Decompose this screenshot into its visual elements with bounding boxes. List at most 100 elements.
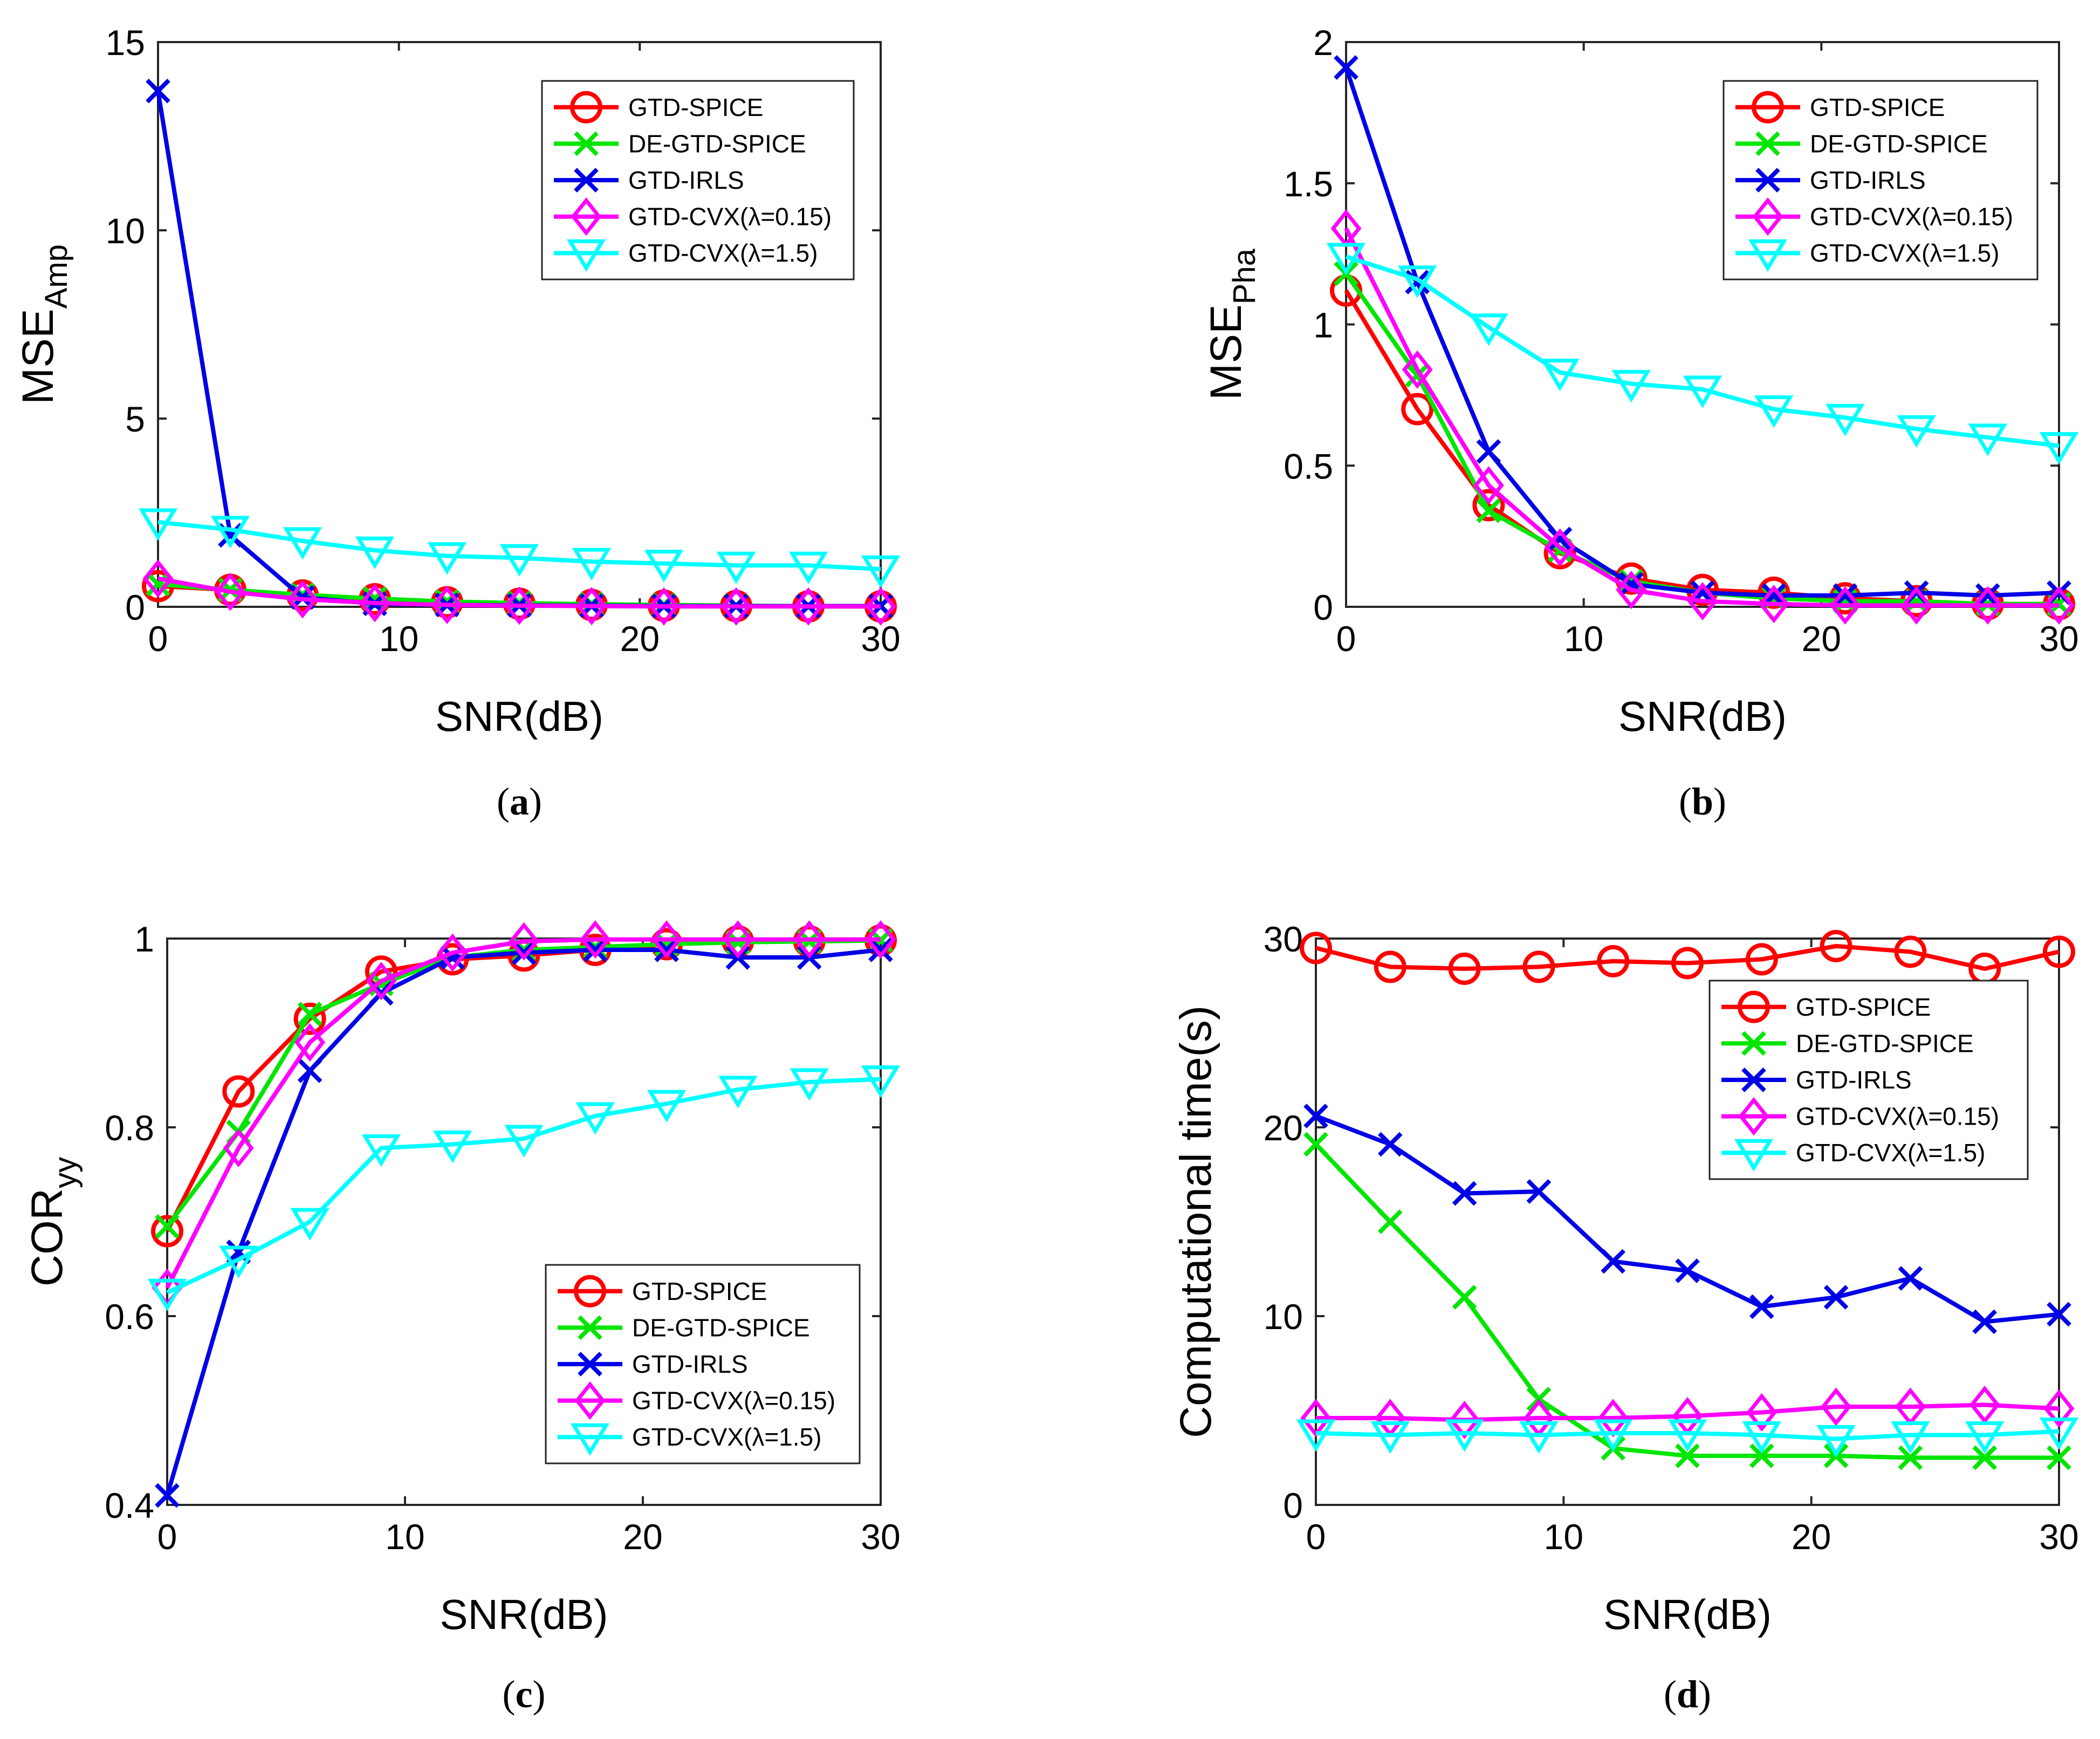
panel-a-legend-entry-de-gtd-spice-marker: [574, 131, 599, 156]
panel-d-series-gtd-irls-point-marker: [1749, 1294, 1774, 1319]
panel-c-series-gtd-cvx-0-15-point-marker: [437, 933, 468, 972]
panel-b-series-gtd-irls-point-marker: [1975, 583, 2000, 608]
panel-d-series-gtd-spice-point-marker: [1448, 953, 1481, 985]
panel-c-y-tick-label: 1: [134, 919, 154, 959]
panel-d-series-gtd-cvx-1-5-point-marker: [1296, 1419, 1336, 1452]
panel-c-series-gtd-cvx-0-15-point-marker: [580, 920, 611, 959]
panel-b-caption-letter: b: [1692, 780, 1713, 823]
panel-c-y-tick-label: 0.4: [105, 1485, 154, 1525]
panel-b-x-tick-label: 20: [1802, 619, 1841, 659]
panel-c-legend-entry-gtd-spice-marker: [574, 1275, 606, 1307]
panel-d-series-gtd-cvx-1-5-point-marker: [1594, 1419, 1633, 1452]
panel-b-series-gtd-spice-point-marker: [1615, 562, 1648, 595]
panel-b-legend-entry-gtd-cvx-0-15-marker: [1752, 197, 1783, 236]
panel-d-series-gtd-cvx-1-5-point-marker: [1965, 1421, 2005, 1454]
panel-d-legend-entry-gtd-irls-marker: [1741, 1067, 1766, 1092]
panel-c-series-gtd-irls-point-marker: [654, 937, 679, 962]
panel-d-x-tick-label: 30: [2039, 1517, 2078, 1557]
panel-c-series-gtd-cvx-0-15-point-marker: [509, 922, 539, 961]
panel-b-legend-entry-gtd-spice: GTD-SPICE: [1735, 91, 1945, 124]
panel-d-series-gtd-cvx-0-15-point-marker: [2043, 1389, 2075, 1428]
panel-c-legend-entry-gtd-cvx-0-15: GTD-CVX(λ=0.15): [558, 1381, 835, 1420]
panel-c-caption-open: (: [503, 1673, 516, 1716]
panel-d-series-gtd-cvx-1-5-point-marker: [1742, 1421, 1781, 1454]
panel-b-series-gtd-irls-point-marker: [1833, 583, 1858, 608]
panel-d-legend-entry-gtd-spice-label: GTD-SPICE: [1796, 993, 1931, 1021]
panel-a-series-gtd-cvx-1-5-point-marker: [861, 555, 901, 588]
panel-b-series-gtd-cvx-0-15-point-marker: [1687, 581, 1718, 621]
panel-a-series-gtd-cvx-1-5-line: [157, 519, 881, 572]
panel-c-x-tick-label: 30: [861, 1517, 900, 1557]
panel-d-legend-entry-gtd-spice: GTD-SPICE: [1721, 990, 1931, 1023]
panel-a-legend-entry-gtd-cvx-0-15-label: GTD-CVX(λ=0.15): [628, 203, 832, 231]
panel-b-caption-close: ): [1713, 780, 1726, 823]
panel-a-legend-entry-gtd-cvx-1-5-label: GTD-CVX(λ=1.5): [628, 239, 818, 267]
panel-c-series-gtd-cvx-1-5-point-marker: [504, 1125, 544, 1158]
panel-a-series-gtd-cvx-0-15-point-marker: [865, 587, 896, 626]
panel-a-legend-entry-de-gtd-spice: DE-GTD-SPICE: [554, 129, 806, 158]
panel-d-series-gtd-irls-point-marker: [1972, 1309, 1998, 1334]
panel-c-series-gtd-spice-point-marker: [151, 1215, 183, 1248]
panel-b-series-gtd-cvx-0-15-point-marker: [1901, 586, 1932, 625]
panel-a-series-gtd-cvx-1-5: [138, 508, 901, 588]
panel-c-legend-entry-gtd-cvx-1-5: GTD-CVX(λ=1.5): [558, 1423, 821, 1456]
panel-d-series-gtd-spice-point-marker: [2043, 935, 2075, 968]
panel-d-x-tick-label: 10: [1544, 1517, 1583, 1557]
panel-b-series-gtd-spice-point-marker: [1401, 393, 1434, 426]
panel-d-legend: GTD-SPICE DE-GTD-SPICE GTD-IRLS GTD-CVX(λ=0…: [1708, 980, 2029, 1180]
panel-a-series-gtd-cvx-1-5-point-marker: [138, 508, 178, 541]
panel-d-series-gtd-cvx-1-5-point-marker: [1370, 1421, 1410, 1454]
panel-c-legend-entry-gtd-cvx-1-5-label: GTD-CVX(λ=1.5): [632, 1423, 821, 1451]
panel-c-legend-entry-gtd-irls-marker: [578, 1352, 602, 1377]
panel-b-legend-entry-gtd-irls: GTD-IRLS: [1735, 166, 1926, 194]
panel-b-series-gtd-cvx-1-5-point-marker: [1611, 369, 1651, 403]
panel-b-series-gtd-spice-point-marker: [1829, 582, 1862, 615]
panel-c-legend-entry-gtd-cvx-0-15-label: GTD-CVX(λ=0.15): [632, 1387, 835, 1415]
panel-d-legend-entry-gtd-cvx-1-5-marker: [1734, 1139, 1774, 1172]
panel-a-y-axis-label: MSEAmp: [13, 244, 74, 405]
panel-b: 0 10 20 30 0 0.5 1 1.5 2 SNR(dB) MSEPha GTD-SPICE DE…: [1202, 23, 2079, 823]
panel-d-series-gtd-cvx-1-5-point-marker: [1519, 1421, 1559, 1454]
panel-a-caption-open: (: [497, 780, 510, 823]
panel-c-series-gtd-cvx-0-15: [152, 920, 896, 1307]
panel-c-legend-entry-gtd-irls-label: GTD-IRLS: [632, 1350, 748, 1378]
panel-c-y-axis-label: CORyy: [23, 1157, 83, 1286]
panel-c-series-gtd-irls-point-marker: [297, 1058, 322, 1083]
panel-b-series-gtd-spice-point-marker: [1758, 576, 1790, 609]
panel-c-series-gtd-cvx-1-5-point-marker: [790, 1068, 829, 1101]
panel-c-series-gtd-cvx-1-5-point-marker: [575, 1102, 615, 1135]
panel-a-series-gtd-cvx-0-15-line: [157, 576, 881, 609]
panel-d-series-gtd-cvx-1-5-point-marker: [1667, 1419, 1707, 1452]
panel-a-series-gtd-cvx-0-15-point-marker: [287, 580, 318, 619]
panel-c-series-gtd-cvx-1-5-line: [166, 1077, 881, 1295]
panel-d-series-gtd-irls-point-marker: [1601, 1249, 1626, 1274]
panel-d-series-gtd-cvx-0-15-point-marker: [1746, 1393, 1778, 1432]
panel-c-x-tick-label: 0: [157, 1517, 177, 1557]
panel-d-series-gtd-spice-point-marker: [1745, 943, 1778, 976]
panel-c-legend-entry-gtd-spice-label: GTD-SPICE: [632, 1277, 767, 1305]
panel-c-series-gtd-cvx-1-5-point-marker: [433, 1131, 472, 1163]
panel-b-x-tick-label: 30: [2039, 619, 2078, 659]
panel-a-series-gtd-cvx-0-15-point-marker: [576, 586, 607, 626]
panel-b-series-gtd-cvx-1-5-point-marker: [1968, 423, 2007, 456]
panel-d-x-axis-label: SNR(dB): [1603, 1591, 1772, 1638]
panel-a-legend-entry-gtd-cvx-1-5: GTD-CVX(λ=1.5): [554, 239, 818, 272]
panel-d-series-gtd-cvx-1-5: [1296, 1418, 2079, 1458]
panel-a-x-tick-label: 0: [148, 619, 168, 659]
panel-c: 0 10 20 30 0.4 0.6 0.8 1 SNR(dB) CORyy GTD-SPICE DE…: [23, 919, 901, 1716]
panel-b-series-gtd-irls-point-marker: [1547, 526, 1573, 552]
panel-d-series-gtd-irls-point-marker: [1452, 1181, 1477, 1206]
panel-c-legend-entry-gtd-spice: GTD-SPICE: [558, 1275, 767, 1307]
panel-b-series-gtd-cvx-0-15: [1330, 209, 2075, 625]
panel-a-series-gtd-cvx-0-15-point-marker: [793, 587, 824, 626]
panel-d-legend-entry-gtd-cvx-1-5-label: GTD-CVX(λ=1.5): [1796, 1139, 1985, 1167]
panel-d-series-gtd-irls-point-marker: [1303, 1104, 1328, 1128]
panel-a-series-gtd-cvx-0-15-point-marker: [720, 587, 752, 626]
panel-a-series-de-gtd-spice-point-marker: [146, 572, 170, 597]
panel-a-legend-entry-gtd-irls: GTD-IRLS: [554, 166, 744, 194]
panel-d-series-de-gtd-spice-point-marker: [1303, 1132, 1328, 1157]
panel-c-series-gtd-spice-point-marker: [293, 1002, 326, 1035]
panel-a-series-gtd-cvx-0-15-point-marker: [648, 587, 680, 626]
panel-d-legend-entry-gtd-irls-label: GTD-IRLS: [1796, 1066, 1912, 1094]
panel-c-series-gtd-cvx-0-15-point-marker: [223, 1128, 254, 1168]
